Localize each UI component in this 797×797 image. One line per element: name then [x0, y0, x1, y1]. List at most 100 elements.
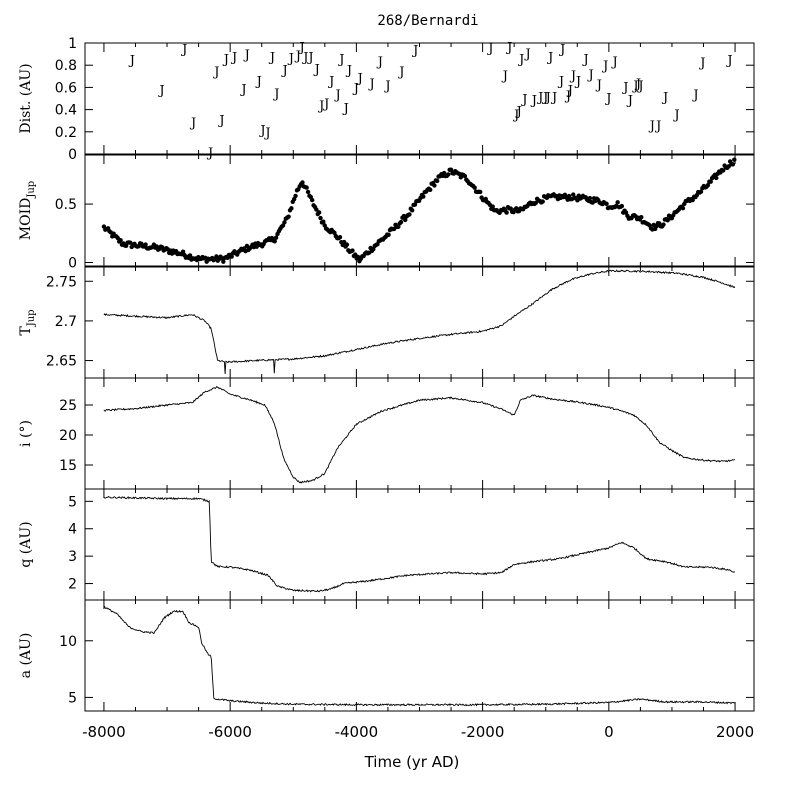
data-point [587, 195, 593, 201]
data-point-marker: J [383, 79, 390, 94]
data-point-marker: J [557, 75, 564, 90]
data-point-marker: J [230, 50, 237, 65]
y-tick-label: 0.4 [55, 103, 77, 119]
data-point [434, 178, 440, 184]
y-tick-label: 2 [68, 577, 77, 593]
data-point-marker: J [327, 75, 334, 90]
data-point [448, 167, 454, 172]
data-point [304, 185, 309, 190]
data-point [604, 201, 609, 207]
series-line [103, 269, 736, 375]
data-point-marker: J [520, 93, 527, 108]
data-point-marker: J [294, 49, 301, 64]
data-point-marker: J [345, 64, 352, 79]
data-point [187, 253, 193, 258]
data-point-marker: J [287, 51, 294, 66]
y-tick-label: 25 [59, 398, 77, 414]
y-tick-label: 5 [68, 494, 77, 510]
data-point-marker: J [631, 79, 638, 94]
series-line [103, 495, 736, 593]
data-point-marker: J [322, 97, 329, 112]
x-axis-label: Time (yr AD) [364, 753, 460, 771]
data-point-marker: J [243, 48, 250, 63]
data-point [472, 185, 477, 190]
data-point-marker: J [587, 68, 594, 83]
data-point [615, 200, 620, 205]
data-point [350, 248, 355, 253]
data-point-marker: J [342, 101, 349, 116]
data-point-marker: J [255, 75, 262, 90]
data-point [705, 182, 711, 188]
data-point [272, 239, 277, 244]
y-tick-label: 0.5 [55, 197, 77, 213]
data-point [396, 224, 401, 229]
panel-a: 5 10 a (AU) [18, 599, 755, 712]
data-point-marker: J [301, 50, 308, 65]
data-point-marker: J [601, 59, 608, 74]
data-point [490, 204, 495, 209]
data-point-marker: J [280, 64, 287, 79]
data-point-marker: J [604, 91, 611, 106]
y-tick-label: 4 [68, 522, 77, 538]
data-point-marker: J [298, 40, 305, 55]
data-point [540, 199, 545, 204]
y-axis-label-main: i (°) [18, 420, 34, 447]
data-point [571, 192, 576, 197]
data-point-marker: J [512, 108, 519, 123]
y-axis-label-sub: Jup [26, 309, 37, 327]
data-point-marker: J [648, 119, 655, 134]
data-point-marker: J [486, 41, 493, 56]
data-point [446, 172, 451, 177]
data-point [286, 214, 291, 219]
data-point [386, 232, 391, 238]
data-point [305, 189, 311, 195]
data-point-marker: J [661, 90, 668, 105]
data-point [273, 235, 279, 240]
data-point-marker: J [634, 77, 641, 92]
series-line [103, 605, 735, 707]
data-point [293, 193, 298, 199]
data-point-marker: J [569, 69, 576, 84]
chart-title: 268/Bernardi [377, 13, 478, 29]
data-point-marker: J [180, 43, 187, 58]
data-point-marker: J [558, 43, 565, 58]
data-point-marker: J [352, 81, 359, 96]
data-point [661, 222, 666, 227]
data-point [318, 215, 323, 221]
x-tick-label: -4000 [335, 723, 379, 741]
y-axis-label: i (°) [18, 420, 34, 447]
y-tick-label: 1 [68, 36, 77, 52]
y-tick-label: 0.6 [55, 80, 77, 96]
data-point-marker: J [691, 88, 698, 103]
y-axis-label: a (AU) [18, 633, 34, 679]
data-point [310, 197, 315, 203]
data-point-marker: J [157, 84, 164, 99]
data-point-marker: J [356, 71, 363, 86]
data-point-marker: J [595, 78, 602, 93]
data-point-marker: J [306, 50, 313, 65]
data-point-marker: J [206, 146, 213, 161]
data-point-marker: J [725, 54, 732, 69]
y-axis-label-main: T [18, 326, 34, 336]
y-tick-label: 0 [68, 255, 77, 271]
data-point [321, 219, 326, 224]
data-point [504, 210, 509, 215]
data-point-marker: J [672, 108, 679, 123]
data-point [341, 239, 347, 245]
y-axis-label: q (AU) [18, 521, 34, 567]
data-point-marker: J [397, 65, 404, 80]
data-point-marker: J [272, 87, 279, 102]
data-point [403, 217, 408, 223]
data-point [714, 175, 719, 181]
y-tick-label: 5 [68, 690, 77, 706]
data-point-marker: J [222, 53, 229, 68]
data-point-marker: J [541, 90, 548, 105]
y-axis-label: TJup [18, 309, 37, 335]
data-point [730, 162, 736, 167]
data-point-marker: J [333, 88, 340, 103]
x-tick-label: -8000 [82, 723, 126, 741]
data-point-marker: J [317, 99, 324, 114]
data-point-marker: J [550, 90, 557, 105]
